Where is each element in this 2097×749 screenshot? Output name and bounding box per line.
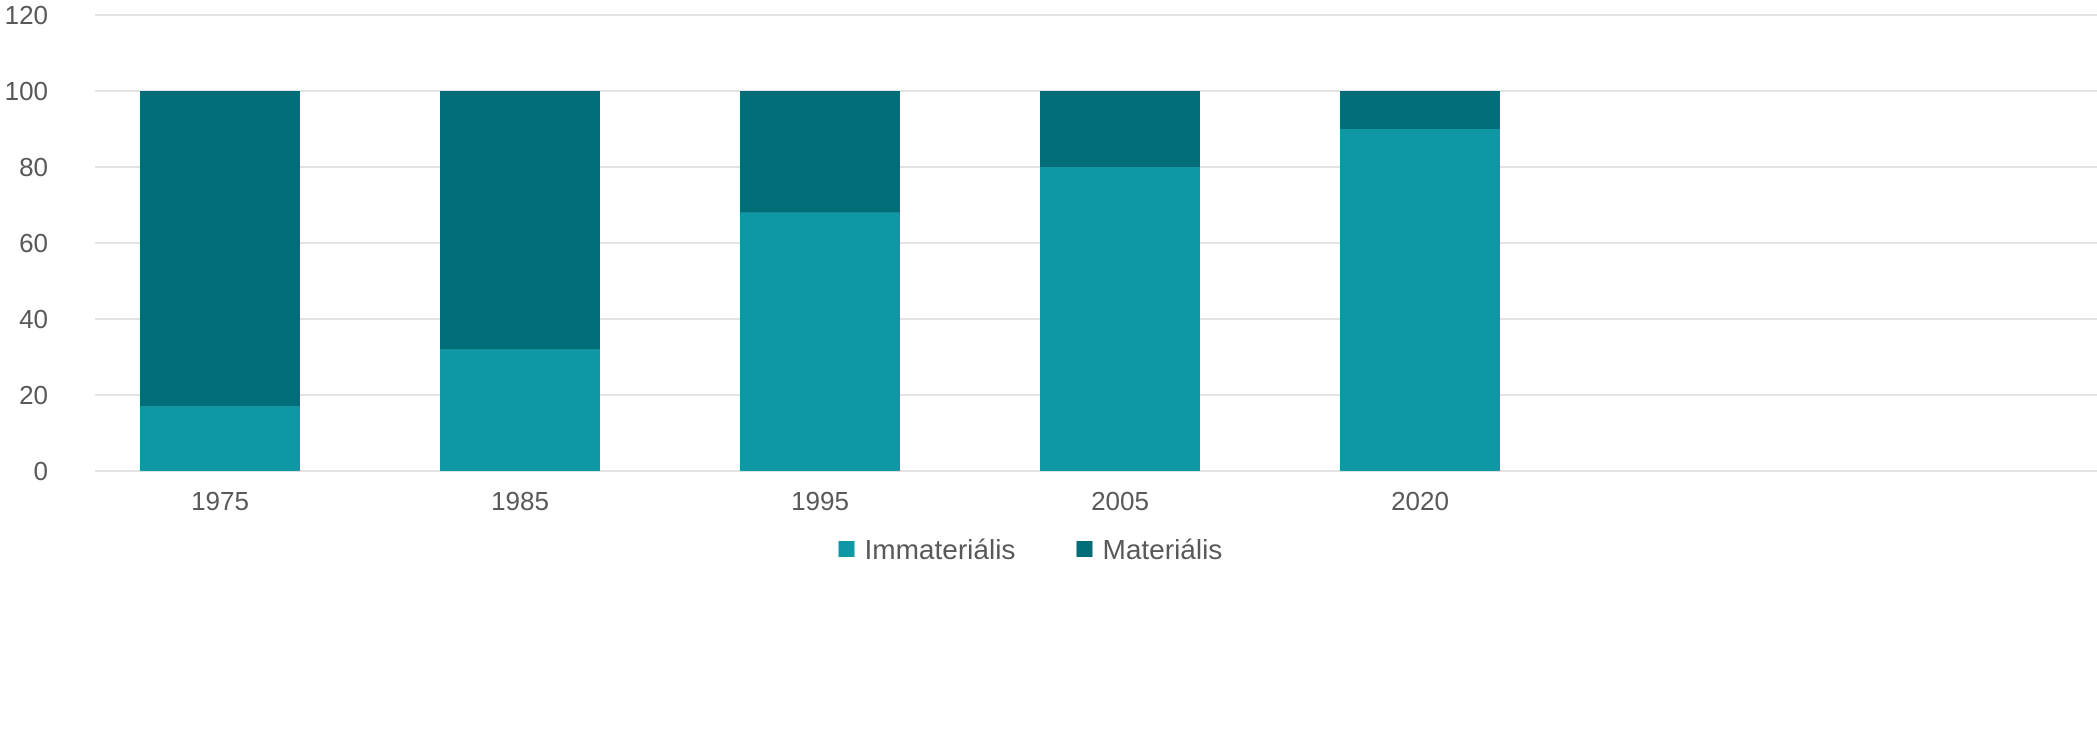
bar-1985-series-0 [440,349,600,471]
bar-1975-series-0 [140,406,300,471]
legend: Immateriális Materiális [838,534,1223,565]
bar-2005-series-1 [1040,91,1200,167]
x-tick-label-2020: 2020 [1391,486,1449,516]
x-axis-tick-labels: 1975 1985 1995 2005 2020 [191,486,1449,516]
bars [140,91,1500,471]
bar-2005-series-0 [1040,167,1200,471]
bar-1985-series-1 [440,91,600,350]
legend-label-0: Immateriális [865,534,1016,565]
x-tick-label-1995: 1995 [791,486,849,516]
y-axis-tick-labels: 0 20 40 60 80 100 120 [5,0,48,486]
legend-label-1: Materiális [1103,534,1223,565]
bar-1995-series-1 [740,91,900,213]
y-tick-label-120: 120 [5,0,48,30]
legend-swatch-1 [1076,541,1093,557]
y-tick-label-60: 60 [19,228,48,258]
y-tick-label-0: 0 [34,456,48,486]
x-tick-label-2005: 2005 [1091,486,1149,516]
y-tick-label-20: 20 [19,380,48,410]
legend-swatch-0 [838,541,855,557]
x-tick-label-1985: 1985 [491,486,549,516]
y-tick-label-100: 100 [5,76,48,106]
y-tick-label-40: 40 [19,304,48,334]
bar-1975-series-1 [140,91,300,407]
x-tick-label-1975: 1975 [191,486,249,516]
y-tick-label-80: 80 [19,152,48,182]
bar-2020-series-1 [1340,91,1500,129]
bar-1995-series-0 [740,212,900,471]
bar-2020-series-0 [1340,129,1500,471]
